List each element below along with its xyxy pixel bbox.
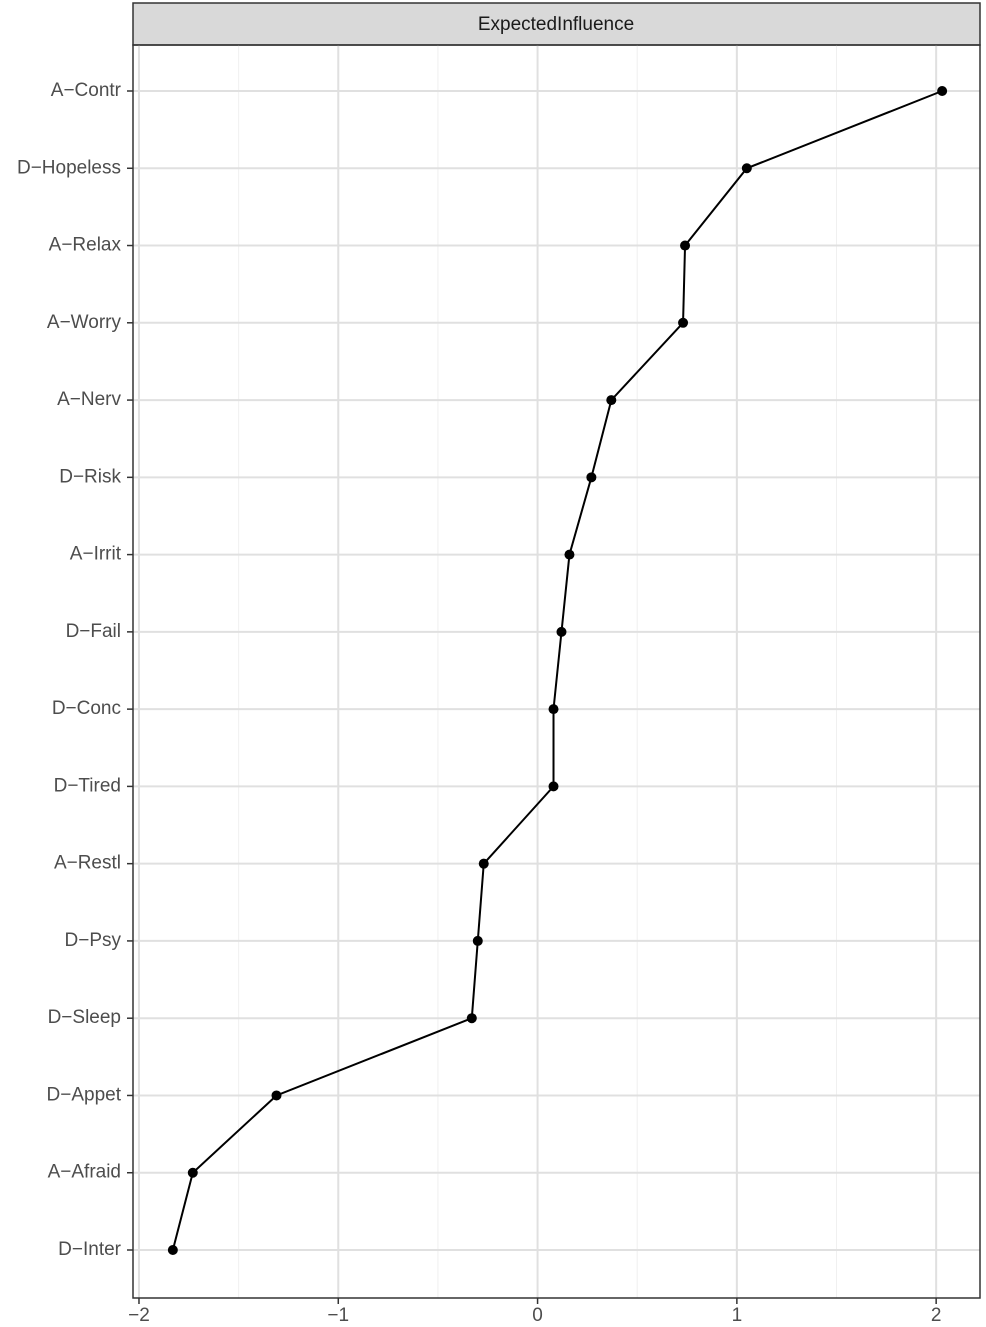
point [680,240,691,251]
point [564,549,575,560]
y-tick-label: D−Tired [54,775,121,796]
y-tick-label: D−Inter [58,1239,122,1260]
y-tick-label: D−Risk [59,466,121,487]
y-tick-label: A−Relax [49,235,122,256]
y-tick-label: A−Worry [47,312,122,333]
point [556,626,567,637]
strip [132,2,981,46]
point [271,1090,282,1101]
y-tick-label: A−Irrit [70,544,122,565]
point [586,472,597,483]
point [167,1245,178,1255]
y-tick-label: D−Conc [52,698,121,719]
point [678,317,689,328]
point [606,395,617,406]
x-tick-label: 0 [532,1305,543,1326]
point [548,704,559,715]
y-tick-label: A−Nerv [57,389,121,410]
line [171,90,943,1251]
point [741,163,752,174]
y-tick-label: D−Hopeless [17,157,121,178]
panel-border [132,44,981,1299]
x-tick-label: 1 [732,1305,743,1326]
y-tick-label: A−Restl [54,853,121,874]
y-tick-label: D−Sleep [48,1007,121,1028]
point [937,86,948,96]
strip-title: ExpectedInfluence [478,14,634,35]
point [548,781,559,792]
y-tick-label: A−Afraid [48,1162,121,1183]
x-tick-label: 2 [931,1305,942,1326]
y-tick-label: A−Contr [51,80,122,101]
point [478,858,489,869]
y-tick-label: D−Appet [47,1084,122,1105]
x-tick-label: −2 [128,1305,150,1326]
point [472,935,483,946]
y-tick-label: D−Fail [66,621,121,642]
y-tick-label: D−Psy [65,930,122,951]
point [187,1167,198,1178]
point [466,1013,477,1024]
x-tick-label: −1 [327,1305,349,1326]
